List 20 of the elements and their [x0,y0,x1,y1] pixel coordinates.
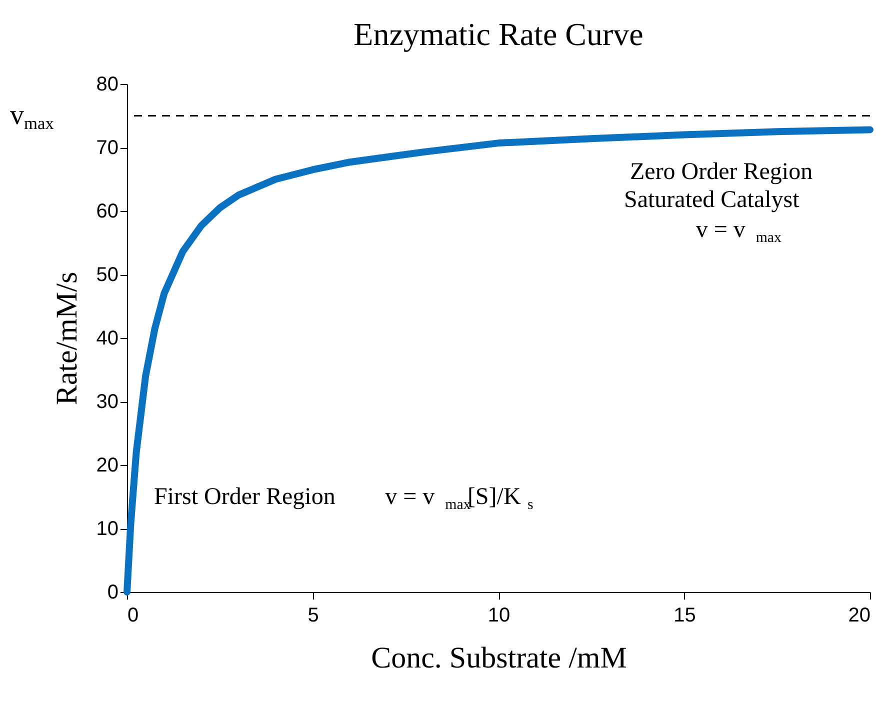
y-tick-label: 0 [107,582,118,604]
chart-title: Enzymatic Rate Curve [354,16,644,52]
y-tick-label: 50 [96,264,118,286]
annotation: Zero Order Region [630,159,813,185]
y-tick-label: 30 [96,391,118,413]
x-tick-label: 5 [308,604,319,626]
y-tick-label: 70 [96,137,118,159]
y-tick-label: 10 [96,518,118,540]
annotation: Saturated Catalyst [624,187,800,213]
annotation: First Order Region [154,484,336,510]
x-tick-label: 10 [488,604,510,626]
x-axis-title: Conc. Substrate /mM [371,642,627,674]
x-tick-label: 20 [848,604,870,626]
y-tick-label: 80 [96,74,118,96]
y-axis-title: Rate/mM/s [50,272,84,406]
y-tick-label: 20 [96,454,118,476]
y-tick-label: 60 [96,200,118,222]
x-tick-label: 15 [674,604,696,626]
y-tick-label: 40 [96,328,118,350]
x-tick-label: 0 [128,604,139,626]
